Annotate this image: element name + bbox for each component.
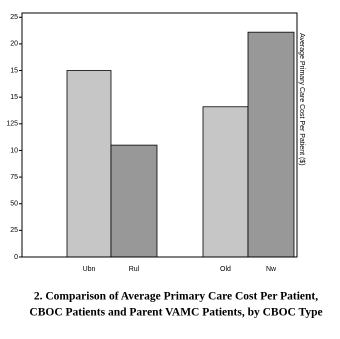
y-axis-label: Average Primary Care Cost Per Patient ($… <box>298 33 305 166</box>
chart-title: CBOC Patients and Parent VAMC Patients, … <box>29 307 322 319</box>
y-tick-label: 25 <box>10 227 18 234</box>
y-tick-label: 75 <box>10 174 18 181</box>
x-tick-label: Rul <box>129 266 140 273</box>
y-tick-label: 15 <box>10 67 18 74</box>
plot-frame <box>21 12 298 258</box>
y-tick-label: 0 <box>14 254 18 261</box>
y-tick-label: 125 <box>6 121 18 128</box>
y-tick-label: 20 <box>10 41 18 48</box>
x-tick-label: Ubn <box>83 266 96 273</box>
y-tick-label: 25 <box>10 14 18 21</box>
bar <box>66 70 112 258</box>
y-tick-label: 15 <box>10 94 18 101</box>
x-tick-label: Old <box>220 266 231 273</box>
y-tick-label: 50 <box>10 201 18 208</box>
bar <box>247 31 295 258</box>
y-tick-label: 10 <box>10 147 18 154</box>
bar <box>110 144 158 258</box>
chart-title: 2. Comparison of Average Primary Care Co… <box>34 291 318 303</box>
x-tick-label: Nw <box>266 266 277 273</box>
bar <box>202 106 249 258</box>
